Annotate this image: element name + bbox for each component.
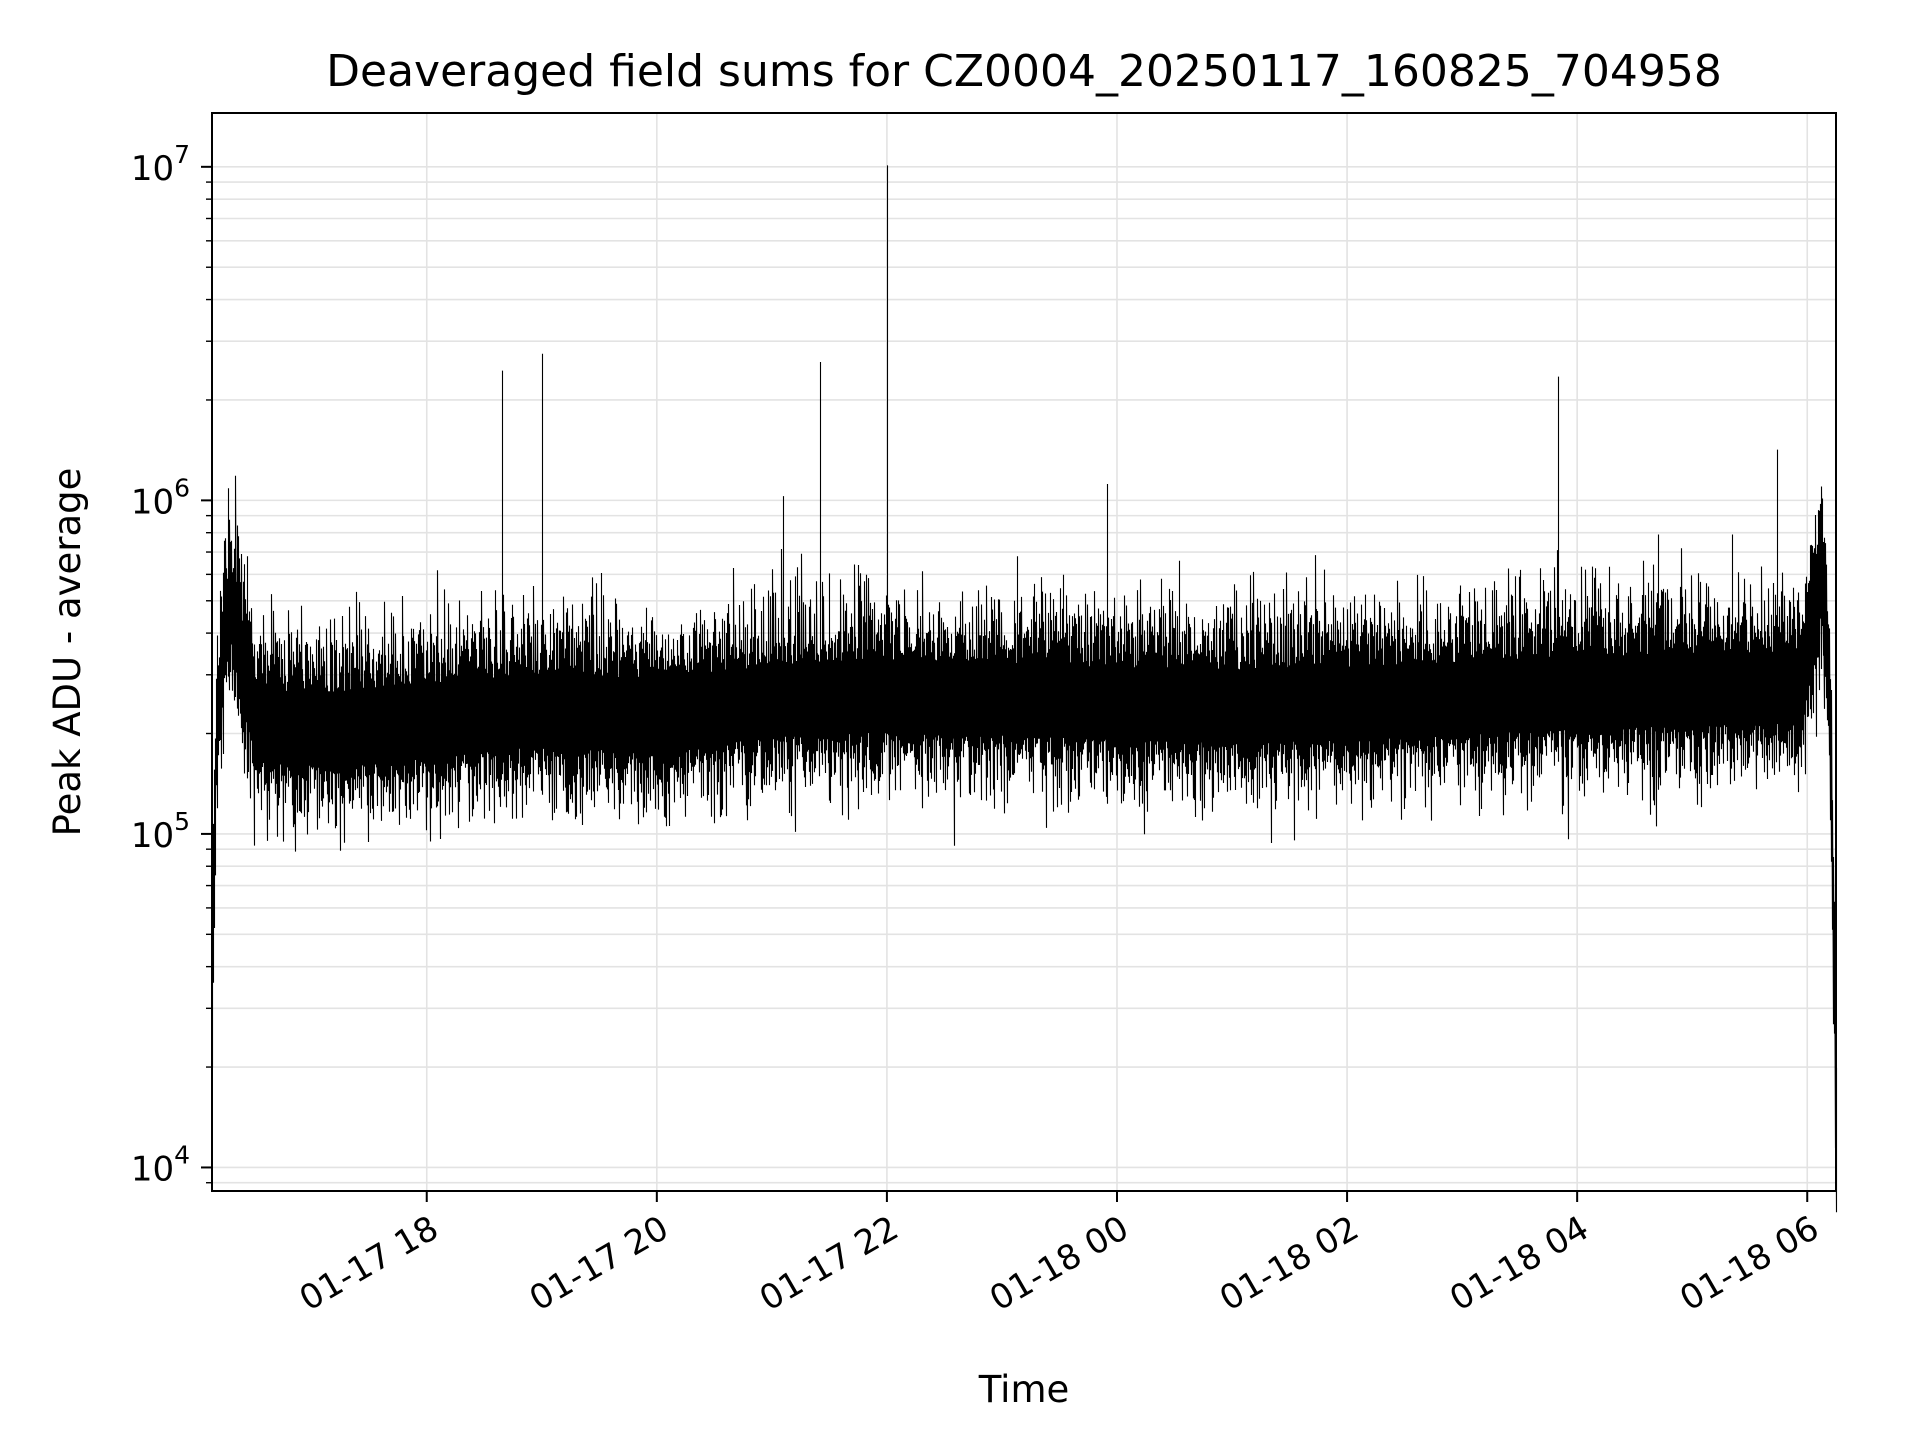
- y-tick-label: 107: [131, 140, 190, 189]
- x-axis-label: Time: [978, 1368, 1070, 1411]
- series-line: [211, 165, 1838, 1213]
- y-tick-label: 105: [131, 807, 190, 856]
- y-tick-label: 106: [131, 473, 190, 522]
- y-axis-ticks: 104 105 106 107: [131, 140, 212, 1189]
- chart-title: Deaveraged field sums for CZ0004_2025011…: [326, 46, 1722, 97]
- y-tick-label: 104: [131, 1140, 190, 1189]
- y-axis-label: Peak ADU - average: [46, 468, 89, 837]
- plot-frame: [211, 112, 1837, 1192]
